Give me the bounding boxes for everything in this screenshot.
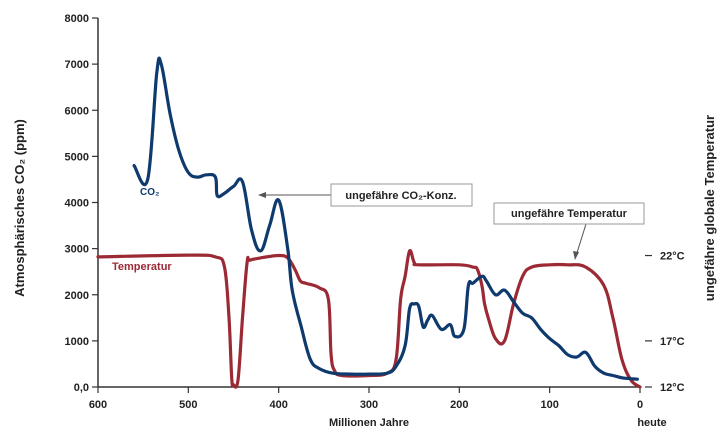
x-tick-label: 500 bbox=[179, 399, 197, 411]
right-tick-label: 12°C bbox=[660, 382, 685, 394]
co2-callout-arrowhead bbox=[258, 192, 266, 198]
y-tick-label: 1000 bbox=[65, 336, 89, 348]
x-axis-title: Millionen Jahre bbox=[329, 417, 409, 429]
y-tick-label: 8000 bbox=[65, 13, 89, 25]
temperature-series-label: Temperatur bbox=[112, 261, 172, 273]
x-tick-label: 300 bbox=[360, 399, 378, 411]
right-axis-title: ungefähre globale Temperatur bbox=[702, 115, 717, 301]
x-tick-label: 100 bbox=[540, 399, 558, 411]
y-tick-label: 0,0 bbox=[74, 382, 89, 394]
y-tick-label: 7000 bbox=[65, 59, 89, 71]
x-tick-label: 0 bbox=[637, 399, 643, 411]
y-tick-label: 3000 bbox=[65, 244, 89, 256]
co2-series-line bbox=[132, 56, 639, 381]
x-tick-label: 600 bbox=[89, 399, 107, 411]
co2-callout-text: ungefähre CO₂-Konz. bbox=[345, 190, 456, 202]
temperature-callout-arrowhead bbox=[573, 251, 579, 260]
right-tick-label: 17°C bbox=[660, 336, 685, 348]
co2-callout-box bbox=[330, 183, 473, 207]
y-tick-label: 5000 bbox=[65, 151, 89, 163]
x-extra-label: heute bbox=[637, 417, 666, 429]
x-tick-label: 200 bbox=[450, 399, 468, 411]
temperature-callout-leader bbox=[575, 223, 587, 257]
co2-callout: ungefähre CO₂-Konz. bbox=[258, 183, 473, 207]
temperature-callout-box bbox=[493, 202, 645, 225]
co2-series-label: CO₂ bbox=[140, 187, 159, 198]
y-tick-label: 2000 bbox=[65, 290, 89, 302]
y-tick-group: 0,0 1000 2000 3000 4000 5000 6000 7000 8000 bbox=[65, 13, 98, 394]
temperature-series-line bbox=[96, 248, 642, 389]
temperature-callout-text: ungefähre Temperatur bbox=[511, 208, 628, 220]
temperature-callout: ungefähre Temperatur bbox=[493, 202, 645, 260]
right-tick-label: 22°C bbox=[660, 251, 685, 263]
left-axis-title: Atmosphärisches CO₂ (ppm) bbox=[12, 119, 27, 297]
y-tick-label: 6000 bbox=[65, 105, 89, 117]
x-tick-label: 400 bbox=[269, 399, 287, 411]
y-tick-label: 4000 bbox=[65, 198, 89, 210]
x-tick-group: 600 500 400 300 200 100 0 bbox=[89, 387, 643, 411]
right-tick-group: 22°C 17°C 12°C bbox=[645, 251, 685, 394]
